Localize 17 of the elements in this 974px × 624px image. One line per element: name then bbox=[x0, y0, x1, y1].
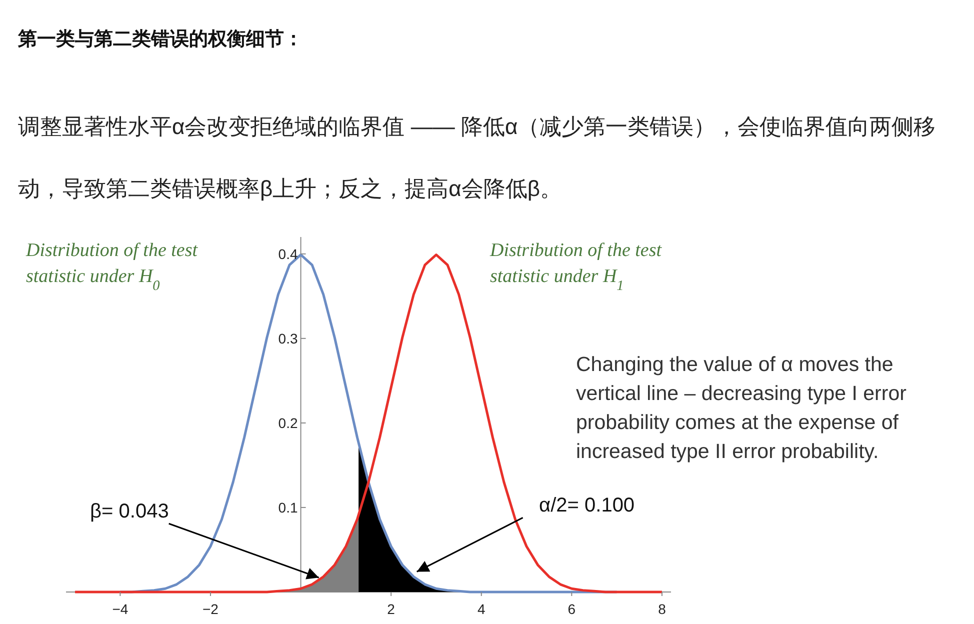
y-tick-label: 0.2 bbox=[278, 414, 298, 431]
annotation: Changing the value of α moves the vertical line – decreasing type I error probability comes at the expense of increased type II error probability. bbox=[576, 352, 908, 465]
chart-title: 第一类与第二类错误的权衡细节： bbox=[18, 28, 303, 52]
y-tick-label: 0.4 bbox=[278, 246, 298, 262]
y-tick-label: 0.3 bbox=[278, 330, 298, 346]
x-tick-label: 8 bbox=[658, 601, 666, 617]
annotation: α/2= 0.100 bbox=[539, 494, 635, 517]
x-tick-label: 2 bbox=[387, 601, 396, 617]
x-tick-label: 4 bbox=[477, 601, 486, 617]
text: 调整显著性水平α会改变拒绝域的临界值 —— 降低α（减少第一类错误），会使临界值向两侧移动，导致第二类错误概率β上升；反之，提高α会降低β。 bbox=[18, 114, 936, 201]
y-tick-label: 0.1 bbox=[278, 499, 298, 516]
x-tick-label: 6 bbox=[568, 601, 576, 617]
x-tick-label: −4 bbox=[112, 601, 128, 617]
annotation: Distribution of the test statistic under H$_{0}$ bbox=[25, 240, 198, 294]
annotation: β= 0.043 bbox=[90, 500, 169, 523]
x-tick-label: −2 bbox=[202, 601, 219, 617]
annotation: Distribution of the test statistic under H$_{1}$ bbox=[489, 240, 662, 294]
